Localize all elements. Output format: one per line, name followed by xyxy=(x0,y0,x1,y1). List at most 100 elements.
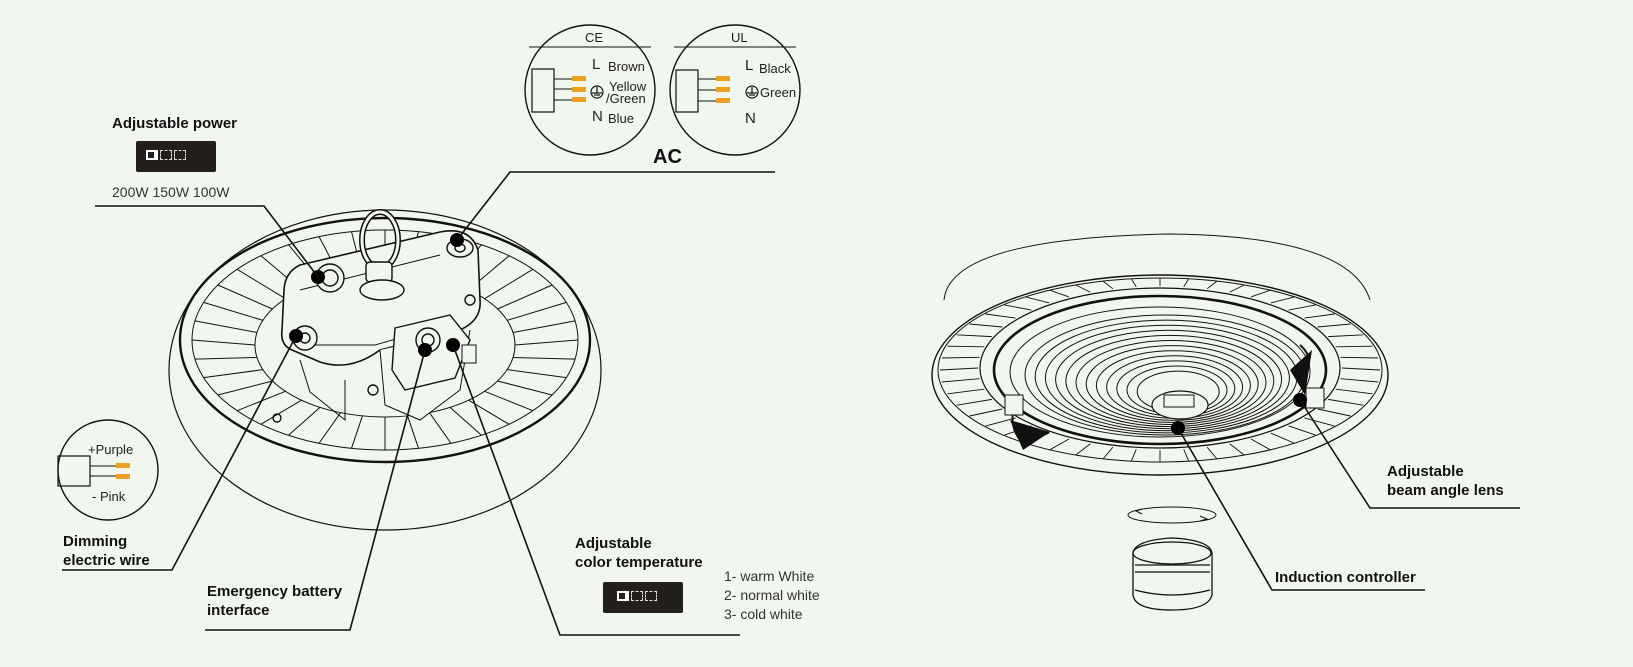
housing-fin-line xyxy=(969,408,1003,417)
ac-label: AC xyxy=(653,146,682,168)
housing-fin-line xyxy=(1270,296,1295,304)
housing-fin-line xyxy=(1340,356,1379,359)
ce-ground-color: Yellow xyxy=(609,79,647,94)
fin-line xyxy=(484,268,534,300)
fin-line xyxy=(351,415,363,449)
fin-line xyxy=(497,284,553,310)
ct-dip-cell-3 xyxy=(645,591,657,601)
housing-fin-line xyxy=(1317,323,1351,328)
housing-fin-line xyxy=(941,378,980,383)
ct-dip-cell-2 xyxy=(631,591,643,601)
housing-fin-line xyxy=(1183,278,1190,287)
housing-fin-line xyxy=(1317,408,1351,417)
housing-fin-line xyxy=(1335,388,1373,395)
fin-line xyxy=(449,406,482,436)
power-dip-switch xyxy=(136,141,216,172)
right-lamp-drawing xyxy=(931,233,1389,476)
fin-line xyxy=(497,380,553,396)
housing-fin-line xyxy=(1250,438,1271,451)
fin-line xyxy=(484,390,534,412)
housing-fin-line xyxy=(1075,443,1091,456)
housing-fin-line xyxy=(1340,378,1379,383)
housing-fin-line xyxy=(1304,417,1335,427)
ul-l-color: Black xyxy=(759,61,791,76)
ce-l-letter: L xyxy=(592,56,601,73)
fin-line xyxy=(203,369,263,379)
color-temp-dip-switch xyxy=(603,582,683,613)
housing-fin-line xyxy=(941,356,980,359)
color-option-3: 3- cold white xyxy=(724,606,803,622)
fresnel-ring xyxy=(1044,324,1290,432)
fin-line xyxy=(194,320,258,333)
housing-fin-line xyxy=(947,345,985,348)
beam-lens-label-1: Adjustable xyxy=(1387,463,1464,480)
dimming-wire-ends xyxy=(116,463,130,479)
callout-lines-right xyxy=(1177,399,1520,591)
ce-wiring-circle xyxy=(524,24,656,156)
dimming-plus-label: +Purple xyxy=(88,442,134,457)
housing-fin-line xyxy=(1075,284,1091,293)
fin-line xyxy=(203,301,263,321)
fresnel-ring xyxy=(1085,345,1259,423)
color-temp-label-1: Adjustable xyxy=(575,535,652,552)
fin-line xyxy=(318,412,341,444)
emergency-label-2: interface xyxy=(207,602,270,619)
fin-line xyxy=(507,369,567,379)
housing-fin-line xyxy=(1341,367,1381,371)
adjustable-power-label: Adjustable power xyxy=(112,115,238,132)
housing-fin-line xyxy=(947,388,985,395)
housing-fin-line xyxy=(1004,304,1032,311)
ce-title: CE xyxy=(585,30,604,45)
ul-title: UL xyxy=(731,30,748,45)
ct-dip-cell-1 xyxy=(617,591,629,601)
fresnel-ring xyxy=(1055,329,1283,430)
ce-n-letter: N xyxy=(592,108,603,125)
fin-line xyxy=(512,320,576,333)
fresnel-ring xyxy=(1095,350,1251,421)
fin-line xyxy=(514,339,579,346)
ce-n-color: Blue xyxy=(608,111,635,126)
induction-sensor-module xyxy=(1127,506,1217,611)
dimming-label-2: electric wire xyxy=(63,552,150,569)
housing-fin-line xyxy=(956,398,992,406)
housing-fin-line xyxy=(1025,296,1050,304)
housing-fin-line xyxy=(1183,449,1190,462)
dip-cell-3 xyxy=(174,150,186,160)
fresnel-ring xyxy=(1065,334,1275,428)
fin-line xyxy=(513,357,576,360)
fin-line xyxy=(217,284,273,310)
emergency-label-1: Emergency battery xyxy=(207,583,343,600)
housing-fin-line xyxy=(1288,304,1316,311)
dip-cell-1 xyxy=(146,150,158,160)
dimming-wiring-circle xyxy=(57,419,159,521)
ce-ground-color-2: /Green xyxy=(606,91,646,106)
fin-line xyxy=(507,301,567,321)
fin-line xyxy=(191,339,256,346)
housing-fin-line xyxy=(1335,345,1373,348)
housing-fin-line xyxy=(985,313,1016,319)
housing-fin-line xyxy=(985,417,1016,427)
ul-ground-color: Green xyxy=(760,85,797,100)
dip-cell-2 xyxy=(160,150,172,160)
fin-line xyxy=(217,380,273,396)
housing-fin-line xyxy=(1288,425,1316,436)
beam-lens-label-2: beam angle lens xyxy=(1387,482,1504,499)
housing-fin-line xyxy=(1304,313,1335,319)
fin-line xyxy=(407,415,419,449)
color-option-2: 2- normal white xyxy=(724,587,820,603)
housing-fin-line xyxy=(1049,438,1070,451)
callout-lines-left xyxy=(62,171,775,636)
housing-fin-line xyxy=(1102,446,1114,460)
housing-fin-line xyxy=(1250,289,1271,298)
fin-line xyxy=(260,399,302,425)
induction-controller-label: Induction controller xyxy=(1275,569,1416,586)
fresnel-ring xyxy=(1075,340,1267,425)
power-values: 200W 150W 100W xyxy=(112,184,230,200)
ul-ground-icon xyxy=(745,85,759,99)
ul-l-letter: L xyxy=(745,57,754,74)
ce-l-color: Brown xyxy=(608,59,645,74)
ul-wiring-circle xyxy=(669,24,801,156)
ul-n-letter: N xyxy=(745,110,756,127)
housing-fin-line xyxy=(1328,334,1364,338)
housing-fin-line xyxy=(1206,280,1218,290)
